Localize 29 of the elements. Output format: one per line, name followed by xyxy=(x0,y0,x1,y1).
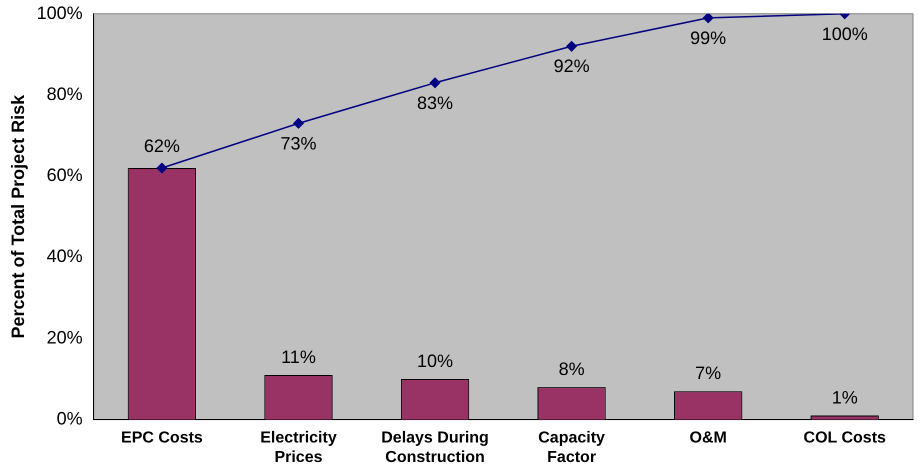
y-tick-label: 100% xyxy=(36,2,83,23)
text: 100% xyxy=(822,24,868,44)
point xyxy=(156,162,168,174)
x-tick-label: Capacity Factor xyxy=(538,430,606,466)
text: 8% xyxy=(558,359,585,380)
text: 1% xyxy=(832,388,858,408)
y-tick-label: 80% xyxy=(46,84,83,104)
x-tick-label: Electricity Prices xyxy=(260,430,337,466)
x-tick-label: EPC Costs xyxy=(121,430,203,447)
y-tick-label: 40% xyxy=(46,246,83,266)
x-tick-label: O&M xyxy=(689,430,727,447)
text: 73% xyxy=(280,133,316,154)
point xyxy=(430,78,440,88)
point xyxy=(293,118,304,129)
x-tick-label: Delays During Construction xyxy=(381,430,489,466)
text: 83% xyxy=(417,92,454,113)
y-axis-title: Percent of Total Project Risk xyxy=(8,94,28,339)
text: 7% xyxy=(695,363,722,384)
text: 11% xyxy=(281,346,316,367)
y-tick-label: 60% xyxy=(46,165,83,186)
x-tick-label: COL Costs xyxy=(804,430,886,447)
y-tick-label: 0% xyxy=(56,408,83,429)
text: 92% xyxy=(554,56,590,76)
point xyxy=(702,14,714,24)
text: 99% xyxy=(690,28,726,48)
point xyxy=(566,41,577,52)
text: 10% xyxy=(417,350,454,371)
text: 62% xyxy=(144,136,180,156)
y-tick-label: 20% xyxy=(46,327,83,348)
